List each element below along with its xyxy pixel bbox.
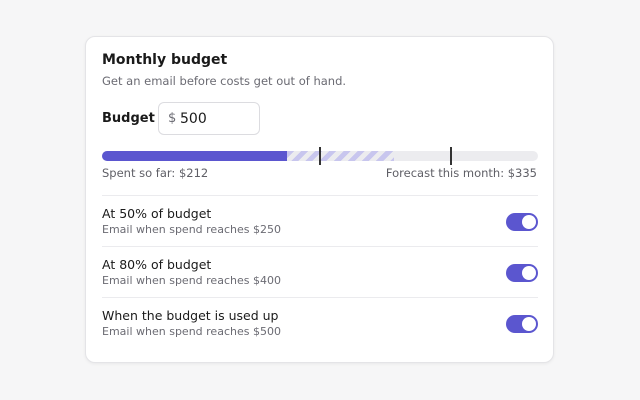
currency-symbol: $: [168, 111, 177, 126]
alert-description: Email when spend reaches $400: [102, 274, 281, 287]
budget-field[interactable]: $: [158, 102, 260, 135]
alert-row-50: At 50% of budget Email when spend reache…: [102, 206, 538, 246]
monthly-budget-card: Monthly budget Get an email before costs…: [85, 36, 554, 363]
toggle-knob: [522, 317, 536, 331]
toggle-knob: [522, 215, 536, 229]
alert-row-used-up: When the budget is used up Email when sp…: [102, 308, 538, 348]
alert-80-toggle[interactable]: [506, 264, 538, 282]
alert-description: Email when spend reaches $250: [102, 223, 281, 236]
budget-progress-track: [102, 147, 538, 165]
alert-description: Email when spend reaches $500: [102, 325, 281, 338]
budget-input[interactable]: [180, 107, 250, 130]
toggle-knob: [522, 266, 536, 280]
forecast-text: Forecast this month: $335: [385, 166, 537, 180]
threshold-marker-80: [450, 147, 452, 165]
alert-title: At 80% of budget: [102, 257, 212, 272]
threshold-marker-50: [319, 147, 321, 165]
alert-title: When the budget is used up: [102, 308, 279, 323]
divider: [102, 195, 538, 196]
alert-title: At 50% of budget: [102, 206, 212, 221]
forecast-fill: [286, 151, 395, 161]
alert-50-toggle[interactable]: [506, 213, 538, 231]
divider: [102, 297, 538, 298]
budget-label: Budget: [102, 111, 155, 126]
card-title: Monthly budget: [102, 52, 228, 68]
alert-used-up-toggle[interactable]: [506, 315, 538, 333]
spent-so-far-text: Spent so far: $212: [102, 166, 209, 180]
card-subtitle: Get an email before costs get out of han…: [102, 74, 347, 88]
alert-row-80: At 80% of budget Email when spend reache…: [102, 257, 538, 297]
spent-fill: [102, 151, 287, 161]
divider: [102, 246, 538, 247]
